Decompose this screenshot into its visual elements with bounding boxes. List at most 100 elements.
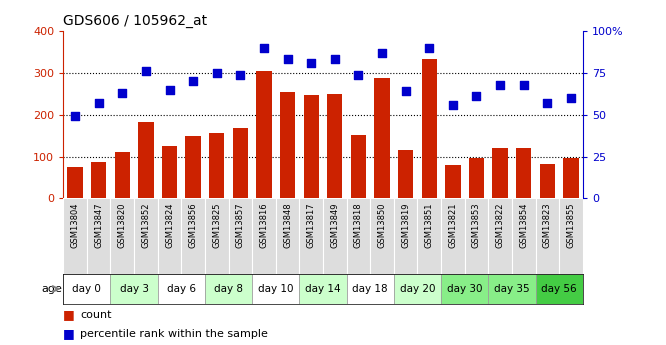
Bar bbox=[488, 274, 535, 304]
Bar bbox=[134, 198, 158, 274]
Text: GSM13851: GSM13851 bbox=[425, 202, 434, 248]
Point bbox=[306, 60, 316, 66]
Bar bbox=[323, 198, 346, 274]
Bar bbox=[469, 158, 484, 198]
Bar bbox=[351, 135, 366, 198]
Text: GSM13816: GSM13816 bbox=[260, 202, 268, 248]
Point bbox=[353, 72, 364, 77]
Point bbox=[400, 89, 411, 94]
Point bbox=[424, 45, 435, 51]
Point bbox=[330, 57, 340, 62]
Bar bbox=[111, 274, 158, 304]
Bar bbox=[280, 92, 295, 198]
Text: GSM13855: GSM13855 bbox=[567, 202, 575, 248]
Point bbox=[93, 100, 104, 106]
Bar bbox=[512, 198, 535, 274]
Text: day 14: day 14 bbox=[305, 284, 341, 294]
Bar bbox=[346, 198, 370, 274]
Bar bbox=[441, 198, 465, 274]
Bar bbox=[563, 158, 579, 198]
Text: GSM13857: GSM13857 bbox=[236, 202, 245, 248]
Text: day 56: day 56 bbox=[541, 284, 577, 294]
Bar bbox=[205, 198, 228, 274]
Point bbox=[258, 45, 269, 51]
Bar bbox=[252, 198, 276, 274]
Point bbox=[565, 95, 576, 101]
Bar bbox=[374, 78, 390, 198]
Text: GSM13848: GSM13848 bbox=[283, 202, 292, 248]
Bar bbox=[398, 150, 414, 198]
Bar bbox=[304, 95, 319, 198]
Bar bbox=[300, 198, 323, 274]
Bar bbox=[181, 198, 205, 274]
Point bbox=[117, 90, 128, 96]
Text: day 0: day 0 bbox=[73, 284, 101, 294]
Bar bbox=[327, 94, 342, 198]
Point bbox=[165, 87, 175, 92]
Text: GSM13854: GSM13854 bbox=[519, 202, 528, 248]
Bar bbox=[346, 274, 394, 304]
Bar bbox=[492, 148, 507, 198]
Bar bbox=[276, 198, 300, 274]
Bar bbox=[67, 167, 83, 198]
Bar bbox=[115, 152, 130, 198]
Point bbox=[471, 93, 482, 99]
Text: GSM13819: GSM13819 bbox=[401, 202, 410, 248]
Bar bbox=[445, 165, 461, 198]
Bar bbox=[87, 198, 111, 274]
Bar bbox=[535, 198, 559, 274]
Bar bbox=[559, 198, 583, 274]
Text: day 6: day 6 bbox=[167, 284, 196, 294]
Bar bbox=[209, 133, 224, 198]
Point bbox=[70, 114, 81, 119]
Text: GSM13850: GSM13850 bbox=[378, 202, 386, 248]
Bar bbox=[516, 148, 531, 198]
Bar bbox=[111, 198, 134, 274]
Point bbox=[188, 79, 198, 84]
Bar bbox=[394, 274, 441, 304]
Bar bbox=[232, 128, 248, 198]
Text: day 20: day 20 bbox=[400, 284, 435, 294]
Bar bbox=[252, 274, 300, 304]
Bar bbox=[539, 164, 555, 198]
Bar bbox=[535, 274, 583, 304]
Text: day 10: day 10 bbox=[258, 284, 294, 294]
Text: GSM13824: GSM13824 bbox=[165, 202, 174, 248]
Text: age: age bbox=[41, 284, 62, 294]
Text: GDS606 / 105962_at: GDS606 / 105962_at bbox=[63, 13, 207, 28]
Text: GSM13852: GSM13852 bbox=[141, 202, 151, 248]
Point bbox=[448, 102, 458, 107]
Bar bbox=[418, 198, 441, 274]
Text: GSM13849: GSM13849 bbox=[330, 202, 339, 248]
Text: GSM13825: GSM13825 bbox=[212, 202, 221, 248]
Text: GSM13820: GSM13820 bbox=[118, 202, 127, 248]
Text: GSM13818: GSM13818 bbox=[354, 202, 363, 248]
Text: GSM13853: GSM13853 bbox=[472, 202, 481, 248]
Text: day 8: day 8 bbox=[214, 284, 243, 294]
Bar bbox=[256, 71, 272, 198]
Text: percentile rank within the sample: percentile rank within the sample bbox=[80, 329, 268, 339]
Text: day 18: day 18 bbox=[352, 284, 388, 294]
Bar bbox=[228, 198, 252, 274]
Point bbox=[282, 57, 293, 62]
Bar bbox=[185, 137, 201, 198]
Bar bbox=[162, 146, 177, 198]
Bar bbox=[91, 161, 107, 198]
Text: GSM13823: GSM13823 bbox=[543, 202, 552, 248]
Bar bbox=[158, 274, 205, 304]
Text: GSM13822: GSM13822 bbox=[496, 202, 505, 248]
Bar bbox=[63, 274, 111, 304]
Text: GSM13817: GSM13817 bbox=[307, 202, 316, 248]
Point bbox=[377, 50, 388, 56]
Point bbox=[211, 70, 222, 76]
Text: GSM13821: GSM13821 bbox=[448, 202, 458, 248]
Text: count: count bbox=[80, 310, 111, 320]
Point bbox=[141, 68, 151, 74]
Text: GSM13804: GSM13804 bbox=[71, 202, 79, 248]
Point bbox=[518, 82, 529, 87]
Text: day 30: day 30 bbox=[447, 284, 482, 294]
Text: day 3: day 3 bbox=[120, 284, 149, 294]
Bar bbox=[394, 198, 418, 274]
Bar bbox=[465, 198, 488, 274]
Text: ■: ■ bbox=[63, 308, 75, 322]
